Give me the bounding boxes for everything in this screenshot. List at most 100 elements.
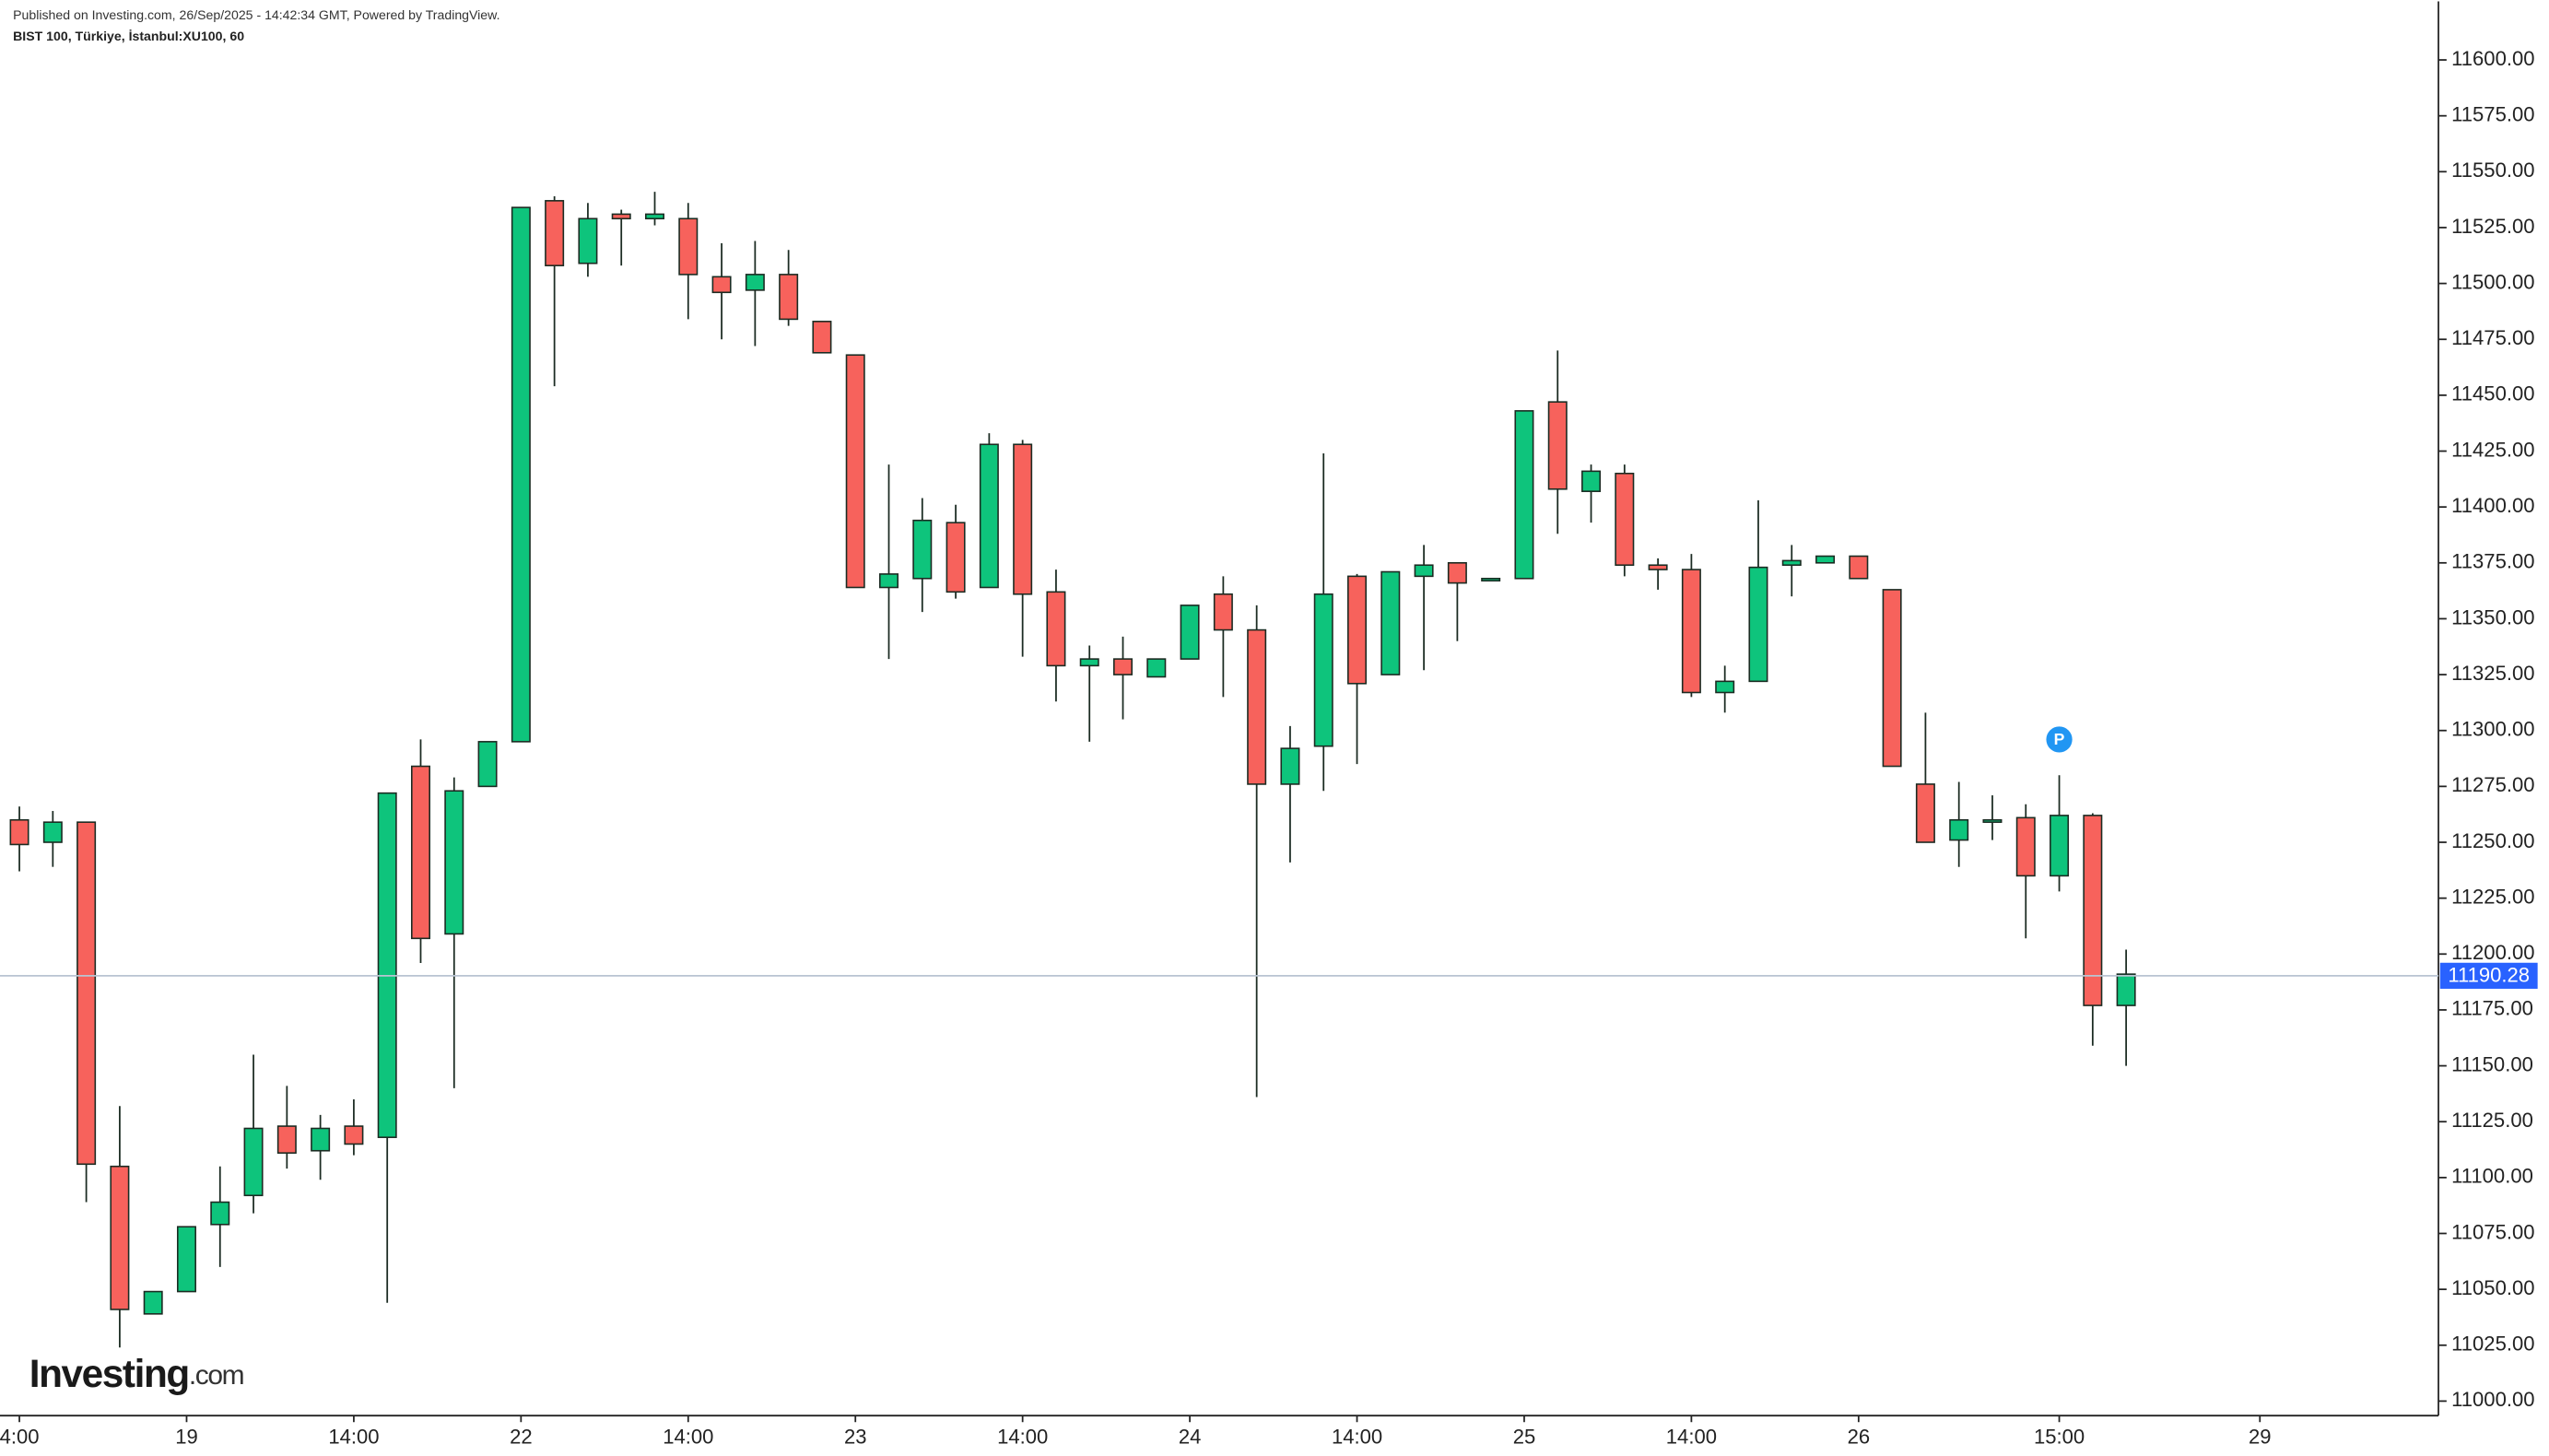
y-tick-label: 11450.00: [2451, 382, 2534, 405]
candle-body: [1113, 658, 1134, 675]
y-tick-label: 11525.00: [2451, 215, 2534, 238]
y-tick-label: 11600.00: [2451, 47, 2534, 70]
y-tick-label: 11575.00: [2451, 102, 2534, 125]
y-tick-label: 11275.00: [2451, 773, 2534, 796]
candle-body: [2083, 815, 2103, 1006]
candle-body: [410, 765, 430, 940]
logo-brand: Investing: [29, 1352, 189, 1395]
x-tick-label: 14:00: [1666, 1426, 1717, 1449]
candle-body: [1781, 559, 1802, 567]
candle-body: [1347, 575, 1368, 685]
y-tick-label: 11075.00: [2451, 1220, 2534, 1243]
candle-body: [9, 818, 29, 846]
candle-body: [1581, 470, 1602, 492]
candle-body: [2015, 816, 2036, 877]
candle-body: [1447, 562, 1467, 584]
candle-body: [879, 573, 899, 589]
y-tick-label: 11200.00: [2451, 941, 2534, 964]
candle-body: [42, 821, 63, 843]
candle-body: [1915, 783, 1935, 843]
candle-body: [1615, 472, 1635, 567]
candle-body: [511, 206, 531, 743]
candle-body: [645, 213, 664, 220]
candle-body: [76, 821, 97, 1166]
candle-body: [1247, 628, 1267, 785]
candle-body: [812, 321, 832, 354]
candle-body: [377, 792, 397, 1138]
candle-body: [344, 1125, 364, 1145]
logo-suffix: .com: [189, 1360, 243, 1391]
candle-body: [779, 274, 799, 321]
candle-body: [1013, 443, 1033, 595]
marker-circle: [2046, 726, 2073, 753]
candle-body: [1046, 591, 1066, 667]
y-tick-label: 11025.00: [2451, 1333, 2534, 1356]
y-tick-label: 11225.00: [2451, 885, 2534, 908]
candle-body: [210, 1201, 230, 1226]
candle-body: [1414, 564, 1434, 578]
candle-body: [979, 443, 999, 589]
y-tick-label: 11500.00: [2451, 270, 2534, 293]
x-tick-label: 25: [1513, 1426, 1536, 1449]
candle-body: [1715, 680, 1735, 694]
candle-body: [1079, 658, 1099, 667]
y-tick-label: 11125.00: [2451, 1109, 2533, 1132]
candle-body: [1849, 555, 1869, 580]
candle-body: [143, 1290, 163, 1315]
y-tick-label: 11325.00: [2451, 662, 2534, 685]
x-tick-label: 23: [844, 1426, 867, 1449]
candle-body: [545, 200, 565, 266]
candle-body: [946, 522, 966, 593]
last-price-label: 11190.28: [2448, 964, 2530, 987]
candle-body: [1547, 401, 1568, 490]
candle-body: [1748, 566, 1768, 683]
y-tick-label: 11100.00: [2451, 1165, 2533, 1188]
y-tick-label: 11475.00: [2451, 326, 2534, 349]
x-tick-label: 26: [1848, 1426, 1871, 1449]
x-tick-label: 14:00: [1332, 1426, 1382, 1449]
candle-body: [578, 217, 598, 264]
candle-body: [711, 276, 732, 294]
candle-body: [1648, 564, 1668, 570]
marker-label: P: [2054, 730, 2065, 748]
y-tick-label: 11425.00: [2451, 438, 2534, 461]
y-tick-label: 11175.00: [2451, 997, 2533, 1020]
candle-body: [2116, 973, 2136, 1006]
y-tick-label: 11350.00: [2451, 605, 2534, 628]
candle-body: [1280, 747, 1300, 785]
chart-title: BIST 100, Türkiye, İstanbul:XU100, 60: [13, 29, 244, 43]
x-tick-label: 4:00: [0, 1426, 40, 1449]
logo: Investing.com: [29, 1352, 243, 1395]
y-tick-label: 11400.00: [2451, 494, 2534, 517]
x-tick-label: 24: [1179, 1426, 1202, 1449]
y-tick-label: 11250.00: [2451, 829, 2534, 852]
candle-body: [311, 1127, 331, 1152]
candle-body: [1882, 589, 1902, 768]
x-tick-label: 15:00: [2034, 1426, 2085, 1449]
x-tick-label: 14:00: [328, 1426, 379, 1449]
candle-body: [845, 354, 865, 589]
candle-body: [243, 1127, 264, 1197]
candle-body: [1514, 410, 1534, 580]
annotation: Published on Investing.com, 26/Sep/2025 …: [13, 7, 499, 22]
candle-body: [1982, 818, 2003, 823]
last-price-box: [2439, 962, 2538, 989]
candle-body: [912, 519, 933, 580]
candle-body: [1681, 569, 1701, 694]
candle-body: [110, 1165, 130, 1310]
candle-body: [1815, 555, 1836, 564]
candle-body: [2050, 815, 2070, 877]
x-tick-label: 14:00: [663, 1426, 713, 1449]
y-tick-label: 11550.00: [2451, 159, 2534, 182]
candle-body: [1146, 658, 1167, 678]
y-tick-label: 11375.00: [2451, 550, 2534, 573]
candle-body: [1949, 818, 1969, 841]
candle-body: [444, 790, 464, 935]
y-tick-label: 11300.00: [2451, 718, 2534, 741]
candle-body: [1380, 570, 1401, 675]
candle-body: [611, 213, 631, 220]
candle-body: [276, 1125, 297, 1154]
candle-body: [176, 1226, 196, 1293]
